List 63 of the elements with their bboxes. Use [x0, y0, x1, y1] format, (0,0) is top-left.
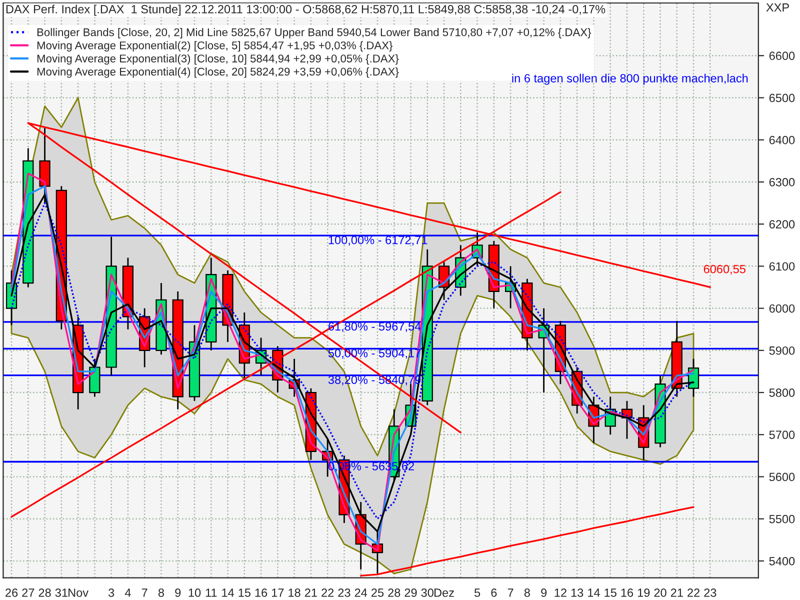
- y-tick-label: 6500: [769, 94, 795, 102]
- x-tick-label: 28: [38, 588, 51, 597]
- x-tick-label: 6: [491, 588, 497, 597]
- x-tick-label: 7: [508, 588, 514, 597]
- x-tick-label: 10: [188, 588, 201, 597]
- x-tick-label: 24: [354, 588, 368, 597]
- x-tick-label: 8: [524, 588, 530, 597]
- x-tick-label: 14: [588, 588, 600, 597]
- x-tick-label: Dez: [434, 588, 454, 597]
- x-tick-label: 17: [272, 588, 284, 597]
- x-tick-label: 25: [372, 588, 384, 597]
- x-tick-label: 8: [158, 588, 164, 597]
- x-tick-label: 23: [338, 588, 350, 597]
- x-tick-label: 7: [142, 588, 148, 597]
- x-tick-label: 15: [604, 588, 616, 597]
- x-tick-label: 22: [322, 588, 334, 597]
- y-tick-label: 5700: [769, 430, 795, 440]
- x-tick-label: 19: [638, 588, 650, 597]
- x-tick-label: 20: [654, 588, 666, 597]
- x-tick-label: 21: [670, 588, 683, 597]
- annotation: 6060,55: [704, 264, 746, 275]
- x-tick-label: 9: [175, 588, 181, 597]
- chart-title: DAX Perf. Index [.DAX 1 Stunde] 22.12.2011 13:00:00 - O:5868,62 H:5870,11 L:5849,88 C:5858,38 -10,24 -0,17%: [6, 4, 606, 16]
- x-tick-label: 22: [688, 588, 700, 597]
- legend-label: Moving Average Exponential(4) [Close, 20] 5824,29 +3,59 +0,06% {.DAX}: [37, 67, 399, 78]
- x-tick-label: 29: [404, 588, 417, 597]
- x-tick-label: 27: [22, 588, 34, 597]
- x-tick-label: 12: [554, 588, 566, 597]
- x-tick-label: 13: [571, 588, 584, 597]
- y-tick-label: 6300: [769, 178, 795, 186]
- y-tick-label: 5500: [769, 514, 795, 524]
- x-tick-label: 31: [55, 588, 68, 597]
- x-tick-label: 9: [541, 588, 547, 597]
- y-tick-label: 6100: [769, 262, 795, 271]
- line-series: [360, 506, 694, 577]
- x-tick-label: 23: [704, 588, 716, 597]
- x-tick-label: 30: [421, 588, 434, 597]
- x-tick-label: 16: [255, 588, 268, 597]
- legend-label: Bollinger Bands [Close, 20, 2] Mid Line 5825,67 Upper Band 5940,54 Lower Band 5710,80 +7,07 +0,12% {.DAX}: [37, 28, 592, 38]
- y-tick-label: 5900: [769, 346, 795, 355]
- x-tick-label: 5: [474, 588, 480, 597]
- x-tick-label: 11: [206, 588, 217, 597]
- x-tick-label: 26: [6, 588, 18, 597]
- x-tick-label: 3: [108, 588, 114, 597]
- y-tick-label: 5800: [769, 388, 795, 397]
- x-tick-label: 28: [388, 588, 400, 597]
- y-tick-label: 5600: [769, 472, 795, 482]
- x-tick-label: Nov: [68, 588, 89, 597]
- legend-label: Moving Average Exponential(3) [Close, 10] 5844,94 +2,99 +0,05% {.DAX}: [37, 54, 399, 65]
- x-tick-label: 16: [621, 588, 634, 597]
- x-tick-label: 18: [288, 588, 300, 597]
- x-tick-label: 15: [238, 588, 250, 597]
- x-tick-label: 4: [124, 588, 131, 597]
- x-tick-label: 14: [222, 588, 234, 597]
- x-tick-label: 21: [304, 588, 317, 597]
- annotation: in 6 tagen sollen die 800 punkte machen,lach: [512, 74, 748, 85]
- y-tick-label: 6200: [769, 220, 795, 228]
- legend-label: Moving Average Exponential(2) [Close, 5] 5854,47 +1,95 +0,03% {.DAX}: [37, 41, 393, 52]
- y-tick-label: 5400: [769, 556, 795, 566]
- y-tick-label: 6000: [769, 304, 795, 313]
- y-tick-label: 6600: [769, 52, 795, 60]
- y-tick-label: 6400: [769, 136, 795, 144]
- y-axis-title: XXP: [766, 3, 789, 12]
